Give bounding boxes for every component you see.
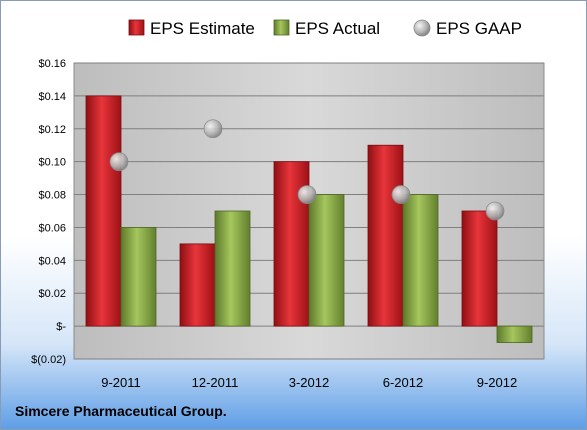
y-tick-label: $(0.02) [31, 354, 66, 366]
y-tick-label: $0.12 [38, 124, 66, 136]
legend-label-eps-estimate: EPS Estimate [150, 19, 255, 38]
y-tick-label: $0.10 [38, 157, 66, 169]
bar-eps-estimate-9-2011 [85, 95, 122, 327]
bar-eps-estimate-6-2012 [367, 144, 404, 327]
company-name: Simcere Pharmaceutical Group. [15, 403, 227, 419]
legend-swatch-eps-actual [273, 19, 290, 36]
y-tick-label: $0.16 [38, 58, 66, 70]
x-axis: 9-2011 12-2011 3-2012 6-2012 9-2012 [101, 375, 517, 390]
legend-swatch-eps-gaap [413, 19, 431, 37]
legend-swatch-eps-estimate [128, 19, 145, 36]
marker-eps-gaap-6-2012 [391, 185, 411, 204]
x-tick-label: 3-2012 [289, 375, 329, 390]
y-tick-label: $0.14 [38, 91, 66, 103]
bars [85, 95, 533, 343]
x-tick-label: 9-2012 [477, 375, 517, 390]
bar-eps-actual-3-2012 [308, 194, 345, 327]
y-tick-label: $0.06 [38, 222, 66, 234]
y-tick-label: $0.08 [38, 190, 66, 202]
eps-chart: EPS Estimate EPS Actual EPS GAAP $(0.02) $-… [31, 19, 545, 390]
y-axis: $(0.02) $- $0.02 $0.04 $0.06 $0.08 $0.10 $0.12 $… [31, 58, 66, 366]
bar-eps-estimate-9-2012 [461, 210, 498, 327]
gaap-markers [109, 119, 505, 221]
legend-label-eps-actual: EPS Actual [295, 19, 380, 38]
y-tick-label: $0.04 [38, 255, 66, 267]
chart-legend: EPS Estimate EPS Actual EPS GAAP [128, 19, 522, 38]
marker-eps-gaap-3-2012 [297, 185, 317, 204]
marker-eps-gaap-9-2012 [485, 201, 505, 221]
y-tick-label: $0.02 [38, 288, 66, 300]
y-tick-label: $- [56, 321, 66, 333]
bar-eps-actual-6-2012 [402, 194, 439, 327]
bar-eps-actual-9-2011 [120, 227, 157, 327]
bar-eps-actual-12-2011 [214, 210, 251, 327]
x-tick-label: 6-2012 [383, 375, 423, 390]
x-tick-label: 9-2011 [101, 375, 141, 390]
legend-label-eps-gaap: EPS GAAP [436, 19, 522, 38]
bar-eps-actual-9-2012 [496, 325, 533, 343]
marker-eps-gaap-12-2011 [203, 119, 223, 139]
marker-eps-gaap-9-2011 [109, 152, 129, 172]
x-tick-label: 12-2011 [192, 375, 239, 390]
bar-eps-estimate-12-2011 [179, 243, 216, 327]
